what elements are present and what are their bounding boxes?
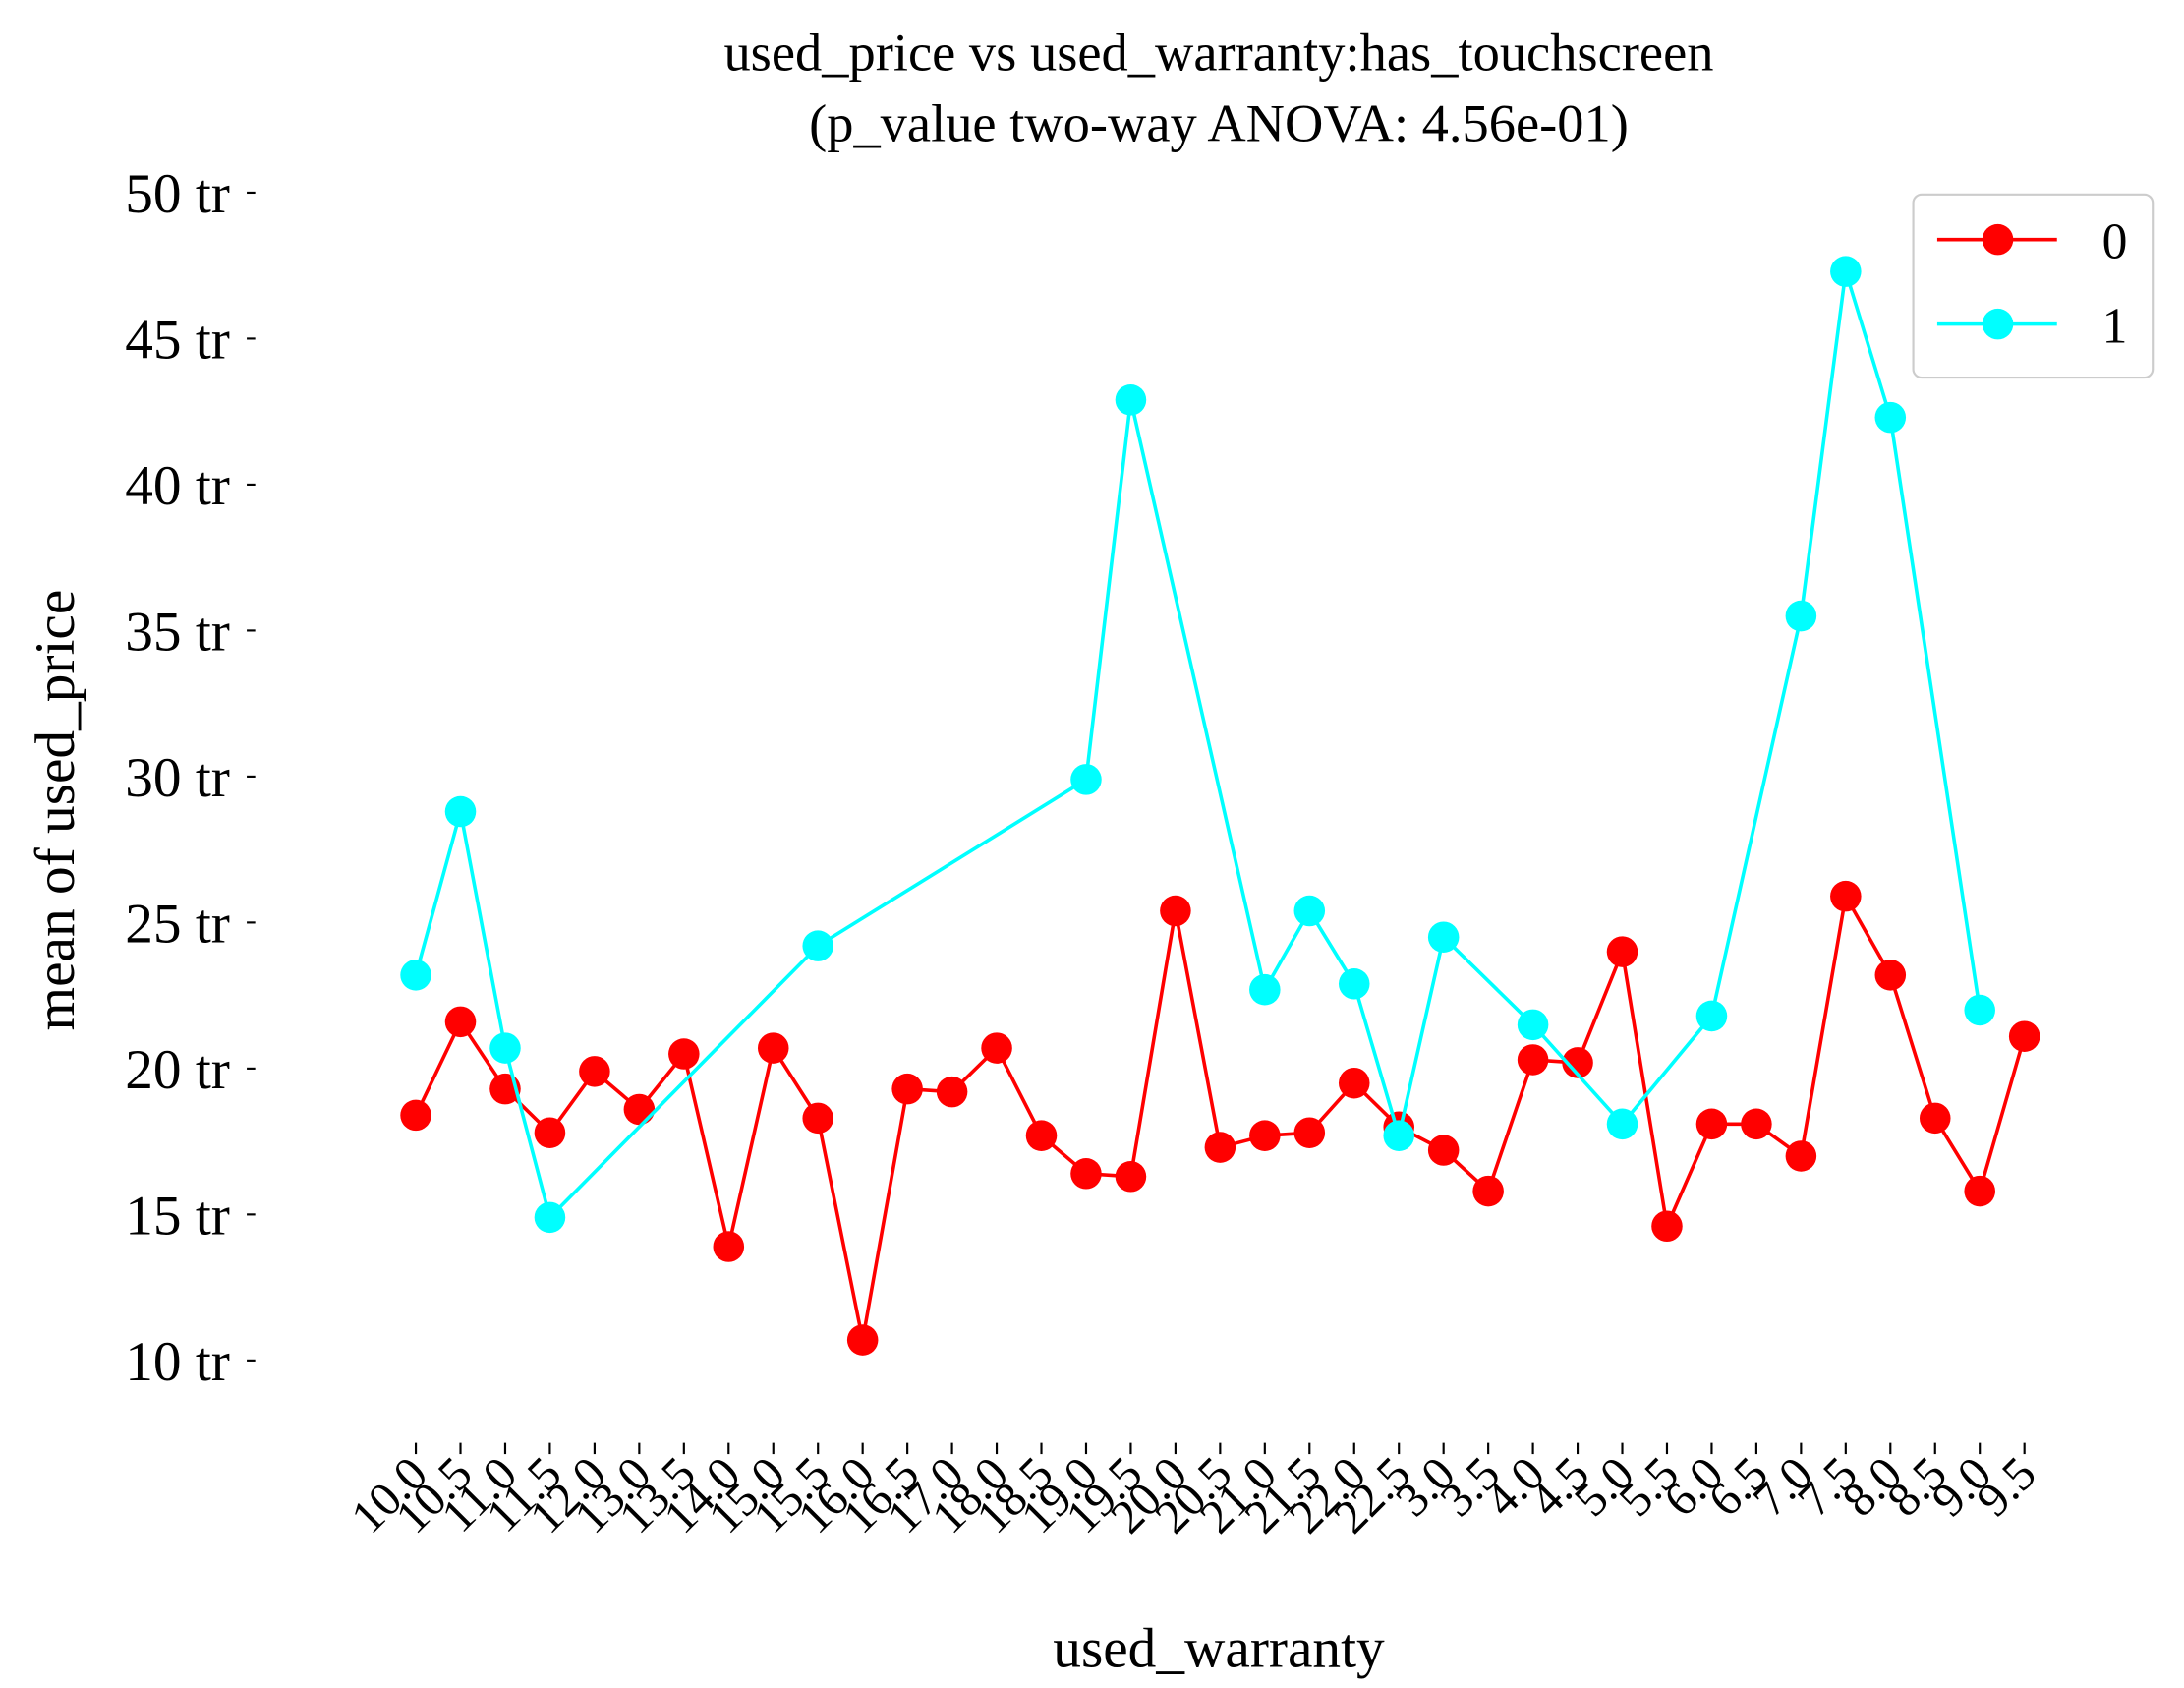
legend-marker	[1982, 223, 2014, 256]
chart-title: used_price vs used_warranty:has_touchscr…	[723, 23, 1713, 83]
point	[444, 795, 477, 828]
point	[623, 1093, 656, 1126]
point	[1427, 1135, 1460, 1166]
series-line	[414, 891, 2027, 1341]
point	[1025, 1120, 1058, 1151]
point	[936, 1076, 968, 1108]
y-tick-label: 30 tr	[125, 747, 230, 809]
point	[1338, 967, 1370, 1000]
point	[1517, 1044, 1549, 1076]
point	[1874, 401, 1907, 434]
point	[1606, 1108, 1638, 1140]
y-tick-label: 50 tr	[125, 163, 230, 225]
point	[1741, 1108, 1772, 1140]
y-axis-label: mean of used_price	[25, 590, 86, 1031]
y-tick-label: 15 tr	[125, 1185, 230, 1247]
point	[1293, 1117, 1326, 1148]
y-tick-label: 40 tr	[125, 455, 230, 517]
point	[1830, 256, 1862, 287]
point	[668, 1038, 700, 1070]
point	[1785, 1140, 1817, 1172]
point	[1964, 994, 1995, 1026]
point	[1919, 1102, 1951, 1135]
y-tick-label: 20 tr	[125, 1039, 230, 1101]
point	[489, 1032, 521, 1064]
point	[846, 1324, 879, 1356]
point	[1427, 921, 1460, 954]
point	[891, 1073, 923, 1105]
point	[713, 1231, 745, 1262]
point	[1293, 895, 1326, 927]
point	[1115, 1160, 1147, 1193]
point	[534, 1117, 566, 1148]
point	[400, 1099, 431, 1132]
point	[1964, 1175, 1995, 1207]
point	[1472, 1175, 1504, 1207]
x-axis-label: used_warranty	[1053, 1618, 1385, 1680]
point	[757, 1032, 789, 1064]
legend-label: 1	[2102, 298, 2128, 354]
point	[802, 1102, 833, 1135]
point	[1383, 1120, 1414, 1151]
legend-label: 0	[2102, 213, 2128, 269]
y-tick-label: 10 tr	[125, 1331, 230, 1393]
point	[2008, 1020, 2040, 1052]
point	[1695, 1108, 1728, 1140]
x-tick-label: 9.5	[1967, 1447, 2046, 1527]
legend: 01	[1912, 193, 2155, 379]
legend-marker	[1982, 308, 2014, 340]
point	[1517, 1009, 1549, 1041]
point	[444, 1006, 477, 1038]
point	[579, 1056, 610, 1087]
point	[1115, 384, 1147, 416]
point	[1070, 764, 1102, 795]
point	[400, 960, 431, 991]
y-tick-label: 45 tr	[125, 310, 230, 372]
point	[1070, 1158, 1102, 1190]
point	[802, 930, 833, 961]
point	[1338, 1067, 1370, 1099]
point	[1785, 600, 1817, 632]
point	[1204, 1132, 1236, 1163]
point	[1874, 960, 1907, 991]
point	[1606, 936, 1638, 967]
point	[1695, 1000, 1728, 1032]
point	[534, 1201, 566, 1234]
y-tick-label: 35 tr	[125, 601, 230, 663]
point	[1249, 1120, 1281, 1151]
point	[1160, 895, 1191, 927]
point	[1562, 1047, 1593, 1078]
point	[1830, 880, 1862, 912]
y-tick-label: 25 tr	[125, 893, 230, 955]
point	[1249, 973, 1281, 1006]
chart-subtitle: (p_value two-way ANOVA: 4.56e-01)	[809, 92, 1629, 152]
series-line	[414, 270, 1982, 1221]
point	[1651, 1210, 1683, 1243]
point	[981, 1032, 1012, 1064]
